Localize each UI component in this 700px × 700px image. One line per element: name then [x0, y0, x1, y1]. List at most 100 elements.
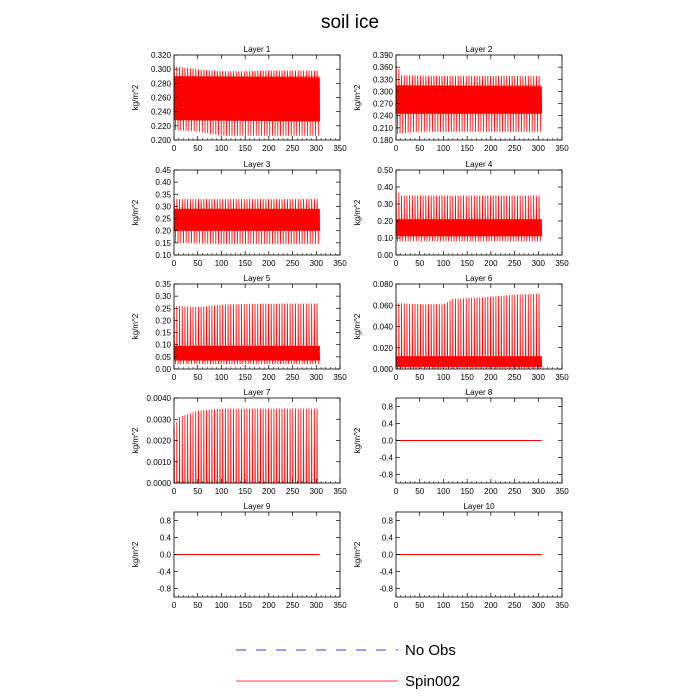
layer-7-ytick-label: 0.0040 [147, 394, 172, 403]
layer-4-xtick-label: 200 [484, 259, 498, 268]
layer-1-title: Layer 1 [244, 45, 271, 54]
panel-layer-5: Layer 5 kg/m^2 0 50 100 150 200 250 300 350 0.00 0.… [131, 274, 347, 382]
layer-1-ytick-label: 0.320 [151, 51, 172, 60]
layer-5-ytick-label: 0.10 [155, 341, 171, 350]
layer-6-xtick-label: 250 [508, 373, 522, 382]
panel-layer-6: Layer 6 kg/m^2 0 50 100 150 200 250 300 350 0.000 0… [353, 274, 569, 382]
layer-3-xtick-label: 0 [172, 259, 177, 268]
layer-8-ytick-label: 0.4 [382, 420, 394, 429]
layer-10-xtick-label: 200 [484, 601, 498, 610]
layer-8-xtick-label: 0 [394, 487, 399, 496]
layer-4-ytick-label: 0.40 [377, 183, 393, 192]
panel-layer-10: Layer 10 kg/m^2 0 50 100 150 200 250 300 350 -0.8 -… [353, 502, 569, 610]
layer-3-xtick-label: 100 [215, 259, 229, 268]
layer-2-xtick-label: 100 [437, 144, 451, 153]
layer-1-ytick-label: 0.220 [151, 122, 172, 131]
layer-2-xtick-label: 250 [508, 144, 522, 153]
layer-7-ylabel: kg/m^2 [131, 427, 140, 453]
layer-9-ytick-label: 0.4 [160, 534, 172, 543]
layer-7-xtick-label: 0 [172, 487, 177, 496]
layer-4-xtick-label: 300 [532, 259, 546, 268]
layer-10-ytick-label: 0.8 [382, 517, 394, 526]
layer-5-ytick-label: 0.20 [155, 316, 171, 325]
layer-9-xtick-label: 250 [286, 601, 300, 610]
layer-3-dense-band [174, 208, 320, 231]
panel-layer-1: Layer 1 kg/m^2 0 50 100 150 200 250 300 350 0.200 0… [131, 45, 347, 153]
layer-8-ytick-label: -0.8 [379, 471, 393, 480]
layer-1-xtick-label: 300 [310, 144, 324, 153]
layer-6-ytick-label: 0.040 [373, 323, 394, 332]
layer-7-ytick-label: 0.0020 [147, 437, 172, 446]
layer-7-title: Layer 7 [244, 388, 271, 397]
layer-3-ytick-label: 0.25 [155, 215, 171, 224]
panel-layer-9: Layer 9 kg/m^2 0 50 100 150 200 250 300 350 -0.8 -0… [131, 502, 347, 610]
layer-7-xtick-label: 50 [193, 487, 202, 496]
layer-6-spin002-line [395, 293, 543, 369]
layer-4-ylabel: kg/m^2 [353, 199, 362, 225]
layer-6-xtick-label: 50 [415, 373, 424, 382]
panel-layer-2: Layer 2 kg/m^2 0 50 100 150 200 250 300 350 0.180 0… [353, 45, 569, 153]
layer-10-ylabel: kg/m^2 [353, 541, 362, 567]
layer-10-xtick-label: 50 [415, 601, 424, 610]
layer-10-xtick-label: 0 [394, 601, 399, 610]
layer-4-xtick-label: 250 [508, 259, 522, 268]
layer-1-ylabel: kg/m^2 [131, 84, 140, 110]
layer-6-ylabel: kg/m^2 [353, 313, 362, 339]
layer-6-dense-band [396, 356, 542, 367]
layer-3-xtick-label: 300 [310, 259, 324, 268]
layer-9-ytick-label: -0.4 [157, 568, 171, 577]
layer-2-ytick-label: 0.330 [373, 75, 394, 84]
layer-1-dense-band [174, 76, 320, 121]
layer-2-ylabel: kg/m^2 [353, 84, 362, 110]
layer-1-xtick-label: 100 [215, 144, 229, 153]
layer-6-xtick-label: 200 [484, 373, 498, 382]
legend: No Obs Spin002 [236, 642, 460, 690]
layer-9-xtick-label: 0 [172, 601, 177, 610]
layer-5-xtick-label: 150 [238, 373, 252, 382]
layer-4-xtick-label: 100 [437, 259, 451, 268]
layer-2-ytick-label: 0.240 [373, 112, 394, 121]
layer-10-xtick-label: 100 [437, 601, 451, 610]
panel-layer-4: Layer 4 kg/m^2 0 50 100 150 200 250 300 350 0.00 0.… [353, 160, 569, 268]
layer-2-xtick-label: 50 [415, 144, 424, 153]
layer-10-title: Layer 10 [463, 502, 495, 511]
layer-7-ytick-label: 0.0010 [147, 458, 172, 467]
layer-8-xtick-label: 350 [555, 487, 569, 496]
layer-3-ytick-label: 0.20 [155, 227, 171, 236]
layer-1-xtick-label: 150 [238, 144, 252, 153]
panel-layer-7: Layer 7 kg/m^2 0 50 100 150 200 250 300 350 0.0000… [131, 388, 347, 496]
layer-5-ytick-label: 0.25 [155, 304, 171, 313]
layer-7-xtick-label: 150 [238, 487, 252, 496]
layer-1-xtick-label: 0 [172, 144, 177, 153]
layer-5-xtick-label: 200 [262, 373, 276, 382]
layer-8-ytick-label: 0.8 [382, 403, 394, 412]
legend-no-obs-label: No Obs [405, 642, 456, 659]
layer-4-ytick-label: 0.20 [377, 217, 393, 226]
layer-2-ytick-label: 0.180 [373, 136, 394, 145]
layer-6-series-spin002 [395, 293, 543, 369]
layer-1-ytick-label: 0.300 [151, 65, 172, 74]
layer-5-xtick-label: 250 [286, 373, 300, 382]
layer-3-xtick-label: 50 [193, 259, 202, 268]
layer-5-xtick-label: 300 [310, 373, 324, 382]
layer-3-ytick-label: 0.10 [155, 251, 171, 260]
layer-4-ytick-label: 0.00 [377, 251, 393, 260]
layer-6-ytick-label: 0.060 [373, 301, 394, 310]
layer-5-xtick-label: 350 [333, 373, 347, 382]
layer-4-xtick-label: 50 [415, 259, 424, 268]
layer-8-ylabel: kg/m^2 [353, 427, 362, 453]
layer-8-xtick-label: 300 [532, 487, 546, 496]
layer-5-ytick-label: 0.00 [155, 365, 171, 374]
layer-2-ytick-label: 0.390 [373, 51, 394, 60]
layer-7-ytick-label: 0.0030 [147, 415, 172, 424]
layer-4-ytick-label: 0.10 [377, 234, 393, 243]
layer-6-ytick-label: 0.000 [373, 365, 394, 374]
layer-9-xtick-label: 350 [333, 601, 347, 610]
layer-8-xtick-label: 250 [508, 487, 522, 496]
layer-2-dense-band [396, 85, 542, 114]
layer-6-ytick-label: 0.080 [373, 280, 394, 289]
layer-3-title: Layer 3 [244, 160, 271, 169]
layer-4-xtick-label: 0 [394, 259, 399, 268]
layer-5-plot-frame [173, 283, 341, 370]
layer-1-xtick-label: 200 [262, 144, 276, 153]
